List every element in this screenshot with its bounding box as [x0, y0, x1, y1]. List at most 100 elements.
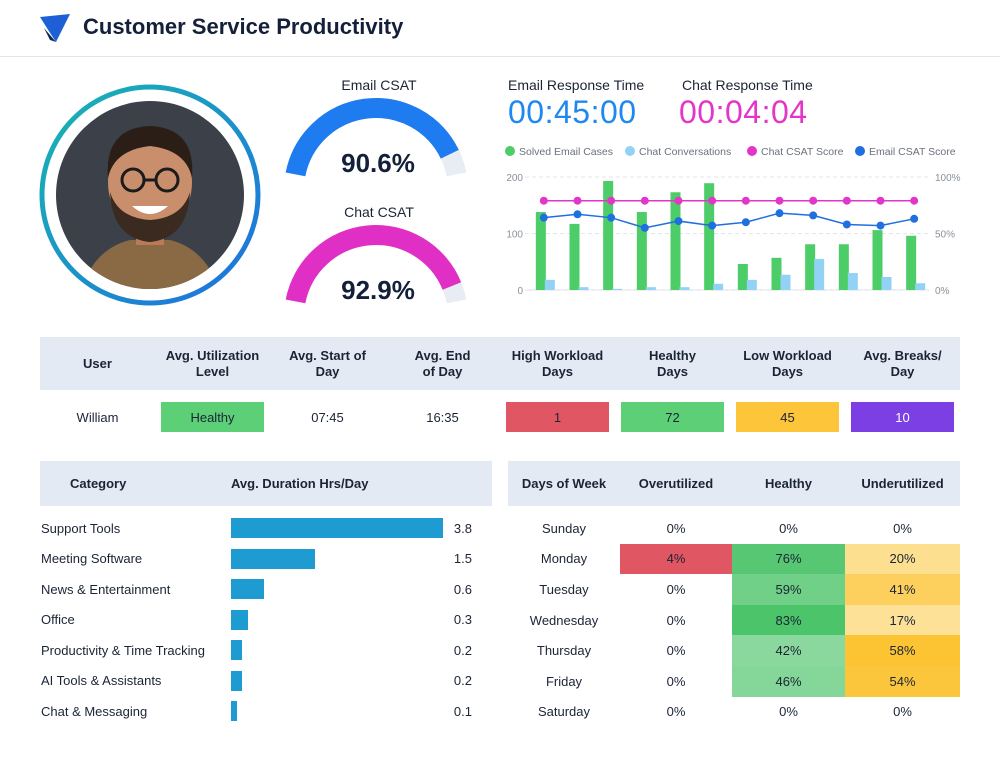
- category-name: Office: [41, 612, 75, 627]
- column-header: Low Workload Days: [730, 337, 845, 390]
- duration-value: 0.2: [453, 642, 472, 658]
- gauge-label: Chat CSAT: [344, 204, 414, 220]
- line-point: [775, 196, 784, 205]
- column-header: Overutilized: [638, 475, 714, 491]
- cell-text: 0%: [666, 704, 686, 720]
- table-cell: 07:45: [270, 402, 385, 432]
- heatmap-cell: 0%: [732, 513, 845, 544]
- line-point: [539, 213, 548, 222]
- duration-value: 0.2: [453, 673, 472, 688]
- line-point: [674, 217, 683, 226]
- cell-text: 0%: [666, 643, 686, 659]
- bar: [805, 244, 816, 290]
- line-point: [708, 196, 717, 205]
- line-point: [910, 214, 919, 223]
- status-cell: 10: [851, 402, 954, 432]
- table-header-band: [40, 337, 960, 390]
- header-divider: [0, 56, 1000, 57]
- line-point: [842, 220, 851, 229]
- line-point: [708, 221, 717, 230]
- column-header: Days of Week: [521, 475, 607, 491]
- y2-tick-label: 50%: [935, 230, 955, 241]
- cell-text: 59%: [775, 581, 802, 597]
- logo: [40, 14, 70, 42]
- bar: [771, 257, 782, 290]
- bar: [915, 283, 926, 290]
- header-text: Avg. Utilization Level: [165, 347, 260, 379]
- cell-text: 07:45: [311, 409, 344, 425]
- duration-bar: [231, 518, 443, 538]
- table-cell: 72: [615, 402, 730, 432]
- y-tick-label: 0: [517, 286, 523, 297]
- y2-tick-label: 100%: [935, 173, 961, 184]
- duration-value: 0.6: [453, 581, 472, 597]
- heatmap-cell: 41%: [845, 574, 960, 605]
- cell-text: 58%: [889, 643, 916, 659]
- gauge-label: Email CSAT: [341, 77, 417, 93]
- legend-swatch: [747, 146, 757, 156]
- bar: [636, 212, 647, 290]
- header-text: High Workload Days: [511, 347, 604, 379]
- cell-text: 17%: [889, 612, 916, 628]
- bar: [544, 279, 555, 290]
- column-header: Avg. Utilization Level: [155, 337, 270, 390]
- heatmap-cell: 0%: [732, 697, 845, 728]
- gauge-value: 92.9%: [341, 275, 415, 305]
- bar: [578, 287, 589, 290]
- heatmap-cell: 76%: [732, 543, 845, 575]
- response-value: 00:04:04: [679, 94, 808, 130]
- cell-text: 0%: [666, 520, 686, 536]
- line-point: [573, 196, 582, 205]
- y-tick-label: 100: [506, 230, 523, 241]
- header-text: User: [83, 355, 112, 371]
- bar: [603, 180, 614, 290]
- table-cell: 45: [730, 402, 845, 432]
- line: [543, 212, 915, 229]
- cell-text: 20%: [889, 551, 916, 567]
- header-text: Avg. Start of Day: [289, 347, 366, 379]
- cell-text: 46%: [775, 673, 802, 689]
- day-label: Friday: [545, 673, 583, 689]
- column-header: Avg. End of Day: [385, 337, 500, 390]
- day-label: Sunday: [541, 520, 587, 536]
- line-point: [607, 196, 616, 205]
- bar: [612, 288, 623, 290]
- legend-label: Chat CSAT Score: [761, 146, 844, 158]
- header-text: Avg. Breaks/ Day: [863, 347, 942, 379]
- line-point: [775, 209, 784, 218]
- cell-text: 76%: [775, 551, 802, 567]
- category-name: AI Tools & Assistants: [41, 673, 162, 688]
- duration-value: 3.8: [453, 520, 472, 536]
- duration-bar: [231, 701, 237, 721]
- cell-text: 0%: [666, 612, 686, 628]
- response-label: Email Response Time: [508, 77, 645, 93]
- legend-label: Email CSAT Score: [869, 146, 956, 158]
- table-header-band: [40, 461, 492, 506]
- line-point: [842, 196, 851, 205]
- heatmap-cell: 0%: [620, 513, 732, 544]
- day-label: Saturday: [537, 704, 591, 720]
- response-label: Chat Response Time: [682, 77, 813, 93]
- cell-text: 1: [553, 409, 562, 425]
- bar: [906, 235, 917, 290]
- bar: [881, 277, 892, 290]
- bar: [780, 274, 791, 290]
- table-cell: William: [40, 402, 155, 432]
- heatmap-cell: 17%: [845, 604, 960, 636]
- gauge-value: 90.6%: [341, 148, 415, 178]
- column-header: Healthy: [765, 475, 812, 491]
- cell-text: 0%: [666, 673, 686, 689]
- cell-text: 10: [895, 409, 910, 425]
- line-point: [876, 196, 885, 205]
- cell-text: 0%: [893, 704, 912, 720]
- cell-text: 4%: [666, 551, 686, 567]
- cell-text: 54%: [889, 673, 916, 689]
- bar: [847, 273, 858, 290]
- heatmap-cell: 0%: [620, 574, 732, 605]
- cell-text: 41%: [889, 581, 916, 597]
- bar: [535, 212, 546, 290]
- category-name: Chat & Messaging: [41, 703, 148, 719]
- gauge-fill: [285, 225, 462, 304]
- column-header: Avg. Duration Hrs/Day: [231, 475, 369, 491]
- legend-swatch: [625, 146, 635, 156]
